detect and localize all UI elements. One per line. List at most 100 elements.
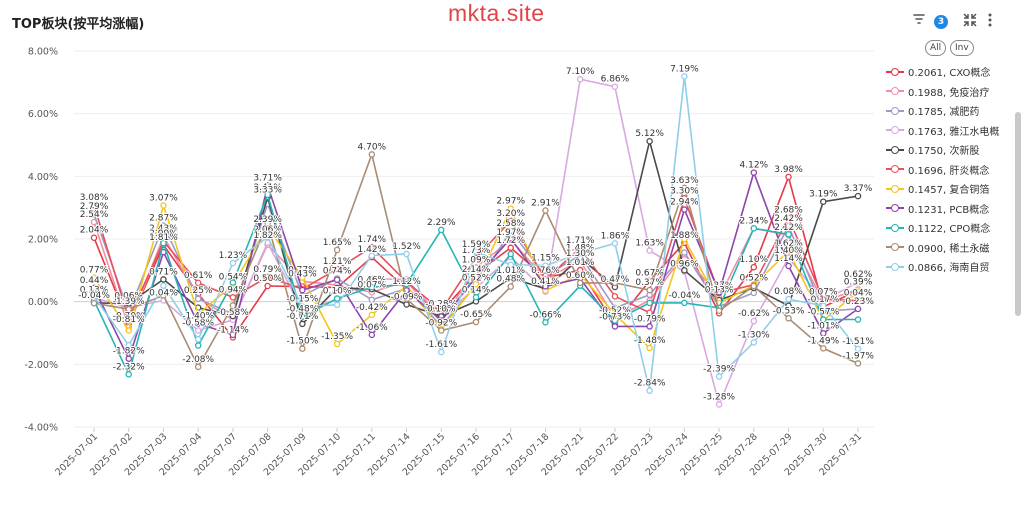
legend-all-button[interactable]: All — [925, 40, 947, 56]
data-point — [854, 316, 862, 323]
data-label: 0.94% — [219, 285, 248, 295]
data-point — [472, 294, 480, 301]
data-point — [611, 293, 619, 300]
legend-marker — [886, 145, 904, 155]
data-point — [125, 355, 132, 362]
y-tick-label: 6.00% — [28, 109, 58, 120]
data-point — [681, 73, 688, 80]
data-point — [681, 249, 688, 256]
data-point — [785, 173, 792, 181]
data-label: 4.70% — [358, 142, 387, 152]
data-point — [125, 305, 132, 313]
data-label: -1.61% — [425, 340, 457, 350]
data-point — [264, 273, 271, 281]
data-point — [299, 286, 306, 294]
data-label: 0.25% — [184, 286, 213, 296]
data-point — [646, 299, 653, 307]
data-point — [333, 301, 341, 309]
data-point — [368, 296, 376, 304]
collapse-button[interactable] — [962, 12, 978, 32]
data-label: 1.65% — [323, 238, 352, 248]
legend-label: 0.1750, 次新股 — [908, 146, 980, 158]
data-point — [194, 363, 202, 371]
data-label: 1.82% — [253, 231, 282, 241]
legend-item[interactable]: 0.1750, 次新股 — [886, 140, 1006, 160]
data-label: 3.71% — [253, 173, 282, 183]
data-label: 6.86% — [601, 75, 630, 85]
legend-marker — [886, 262, 904, 272]
legend-item[interactable]: 0.1763, 雅江水电概 — [886, 121, 1006, 141]
data-point — [125, 341, 132, 349]
data-label: 3.07% — [149, 193, 178, 203]
filter-button[interactable] — [912, 12, 926, 30]
legend-marker — [886, 242, 904, 252]
legend-item[interactable]: 0.0900, 稀土永磁 — [886, 238, 1006, 258]
legend-label: 0.1785, 减肥药 — [908, 107, 980, 119]
legend-item[interactable]: 0.2061, CXO概念 — [886, 62, 1006, 82]
data-label: 0.08% — [774, 287, 803, 297]
more-button[interactable] — [986, 12, 994, 32]
data-label: 1.59% — [462, 240, 491, 250]
data-label: 2.39% — [253, 215, 282, 225]
scrollbar[interactable] — [1015, 112, 1021, 316]
legend-inv-button[interactable]: Inv — [950, 40, 974, 56]
data-label: -1.35% — [321, 332, 353, 342]
data-point — [507, 274, 514, 282]
data-label: 0.27% — [705, 281, 734, 291]
data-label: 2.68% — [774, 206, 803, 216]
data-point — [750, 282, 758, 290]
data-label: 3.19% — [809, 190, 838, 200]
data-label: -1.30% — [738, 330, 770, 340]
data-point — [542, 276, 549, 283]
data-point — [681, 299, 688, 307]
data-label: -0.62% — [738, 309, 770, 319]
legend-item[interactable]: 0.1457, 复合铜箔 — [886, 179, 1006, 199]
data-label: 0.41% — [531, 277, 560, 287]
legend-marker — [886, 203, 904, 213]
data-point — [368, 284, 376, 291]
legend-label: 0.1231, PCB概念 — [908, 204, 990, 216]
data-point — [785, 247, 792, 255]
data-point — [438, 317, 445, 324]
data-label: 0.43% — [288, 269, 317, 279]
data-point — [90, 234, 98, 241]
data-label: 1.52% — [392, 242, 421, 252]
data-point — [194, 295, 202, 303]
data-point — [160, 282, 167, 289]
data-label: 2.34% — [740, 216, 769, 226]
legend-item[interactable]: 0.1785, 减肥药 — [886, 101, 1006, 121]
data-label: -0.42% — [356, 303, 388, 313]
data-point — [160, 202, 167, 209]
legend-item[interactable]: 0.0866, 海南自贸 — [886, 257, 1006, 277]
data-label: -1.06% — [356, 323, 388, 333]
data-label: 1.88% — [670, 231, 699, 241]
data-point — [438, 348, 445, 356]
data-label: 1.74% — [358, 235, 387, 245]
data-label: 1.97% — [496, 228, 525, 238]
data-label: 2.54% — [80, 210, 109, 220]
legend-item[interactable]: 0.1988, 免疫治疗 — [886, 82, 1006, 102]
data-label: -1.97% — [842, 351, 874, 361]
data-point — [368, 252, 376, 259]
legend-item[interactable]: 0.1696, 肝炎概念 — [886, 160, 1006, 180]
data-point — [125, 371, 132, 378]
data-point — [403, 250, 410, 258]
legend: 0.2061, CXO概念 0.1988, 免疫治疗 0.1785, 减肥药 0.17… — [886, 62, 1006, 277]
data-label: 0.52% — [462, 273, 491, 283]
data-label: -0.71% — [286, 312, 318, 322]
data-point — [403, 301, 410, 308]
data-label: -0.70% — [113, 312, 145, 322]
data-label: 1.72% — [496, 236, 525, 246]
data-point — [785, 302, 792, 309]
data-label: -0.66% — [530, 310, 562, 320]
legend-label: 0.1696, 肝炎概念 — [908, 165, 990, 177]
data-point — [785, 315, 792, 322]
legend-item[interactable]: 0.1231, PCB概念 — [886, 199, 1006, 219]
data-label: 1.30% — [566, 249, 595, 259]
data-label: -3.28% — [703, 392, 735, 402]
legend-item[interactable]: 0.1122, CPO概念 — [886, 218, 1006, 238]
data-point — [264, 182, 271, 189]
data-point — [125, 327, 132, 334]
data-point — [229, 279, 237, 286]
data-point — [507, 235, 514, 242]
